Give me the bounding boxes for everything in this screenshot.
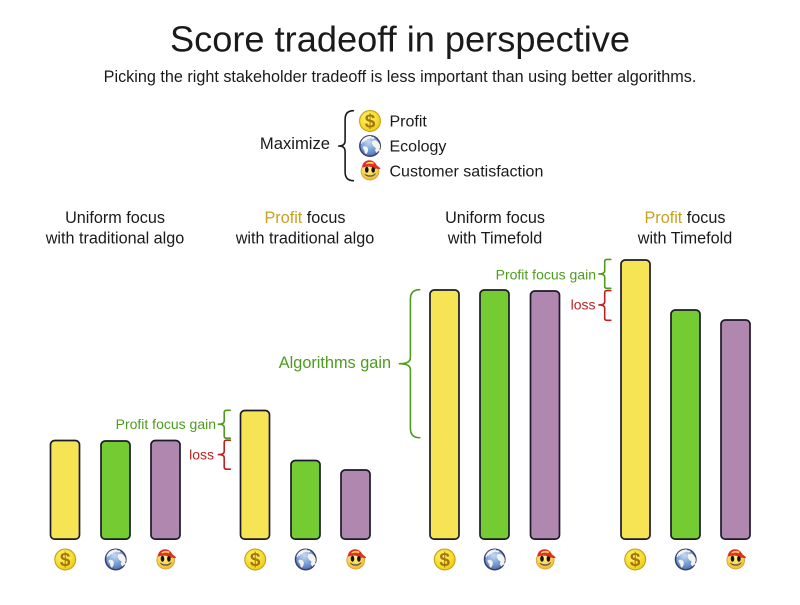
svg-text:Maximize: Maximize xyxy=(260,134,330,153)
svg-text:Score tradeoff in perspective: Score tradeoff in perspective xyxy=(170,19,630,60)
svg-text:Ecology: Ecology xyxy=(390,139,447,156)
svg-text:with traditional algo: with traditional algo xyxy=(45,230,185,248)
svg-text:Profit focus: Profit focus xyxy=(265,209,346,227)
svg-text:Profit: Profit xyxy=(390,114,428,131)
svg-text:Uniform focus: Uniform focus xyxy=(65,209,165,227)
svg-text:loss: loss xyxy=(189,447,214,463)
svg-text:Customer satisfaction: Customer satisfaction xyxy=(390,164,544,181)
svg-text:Profit focus: Profit focus xyxy=(645,209,726,227)
svg-text:Uniform focus: Uniform focus xyxy=(445,209,545,227)
svg-text:loss: loss xyxy=(571,297,596,313)
svg-text:Algorithms gain: Algorithms gain xyxy=(279,354,391,372)
svg-text:with Timefold: with Timefold xyxy=(637,230,732,248)
svg-text:with Timefold: with Timefold xyxy=(447,230,542,248)
svg-text:Picking the right stakeholder: Picking the right stakeholder tradeoff i… xyxy=(104,68,697,86)
svg-text:with traditional algo: with traditional algo xyxy=(235,230,375,248)
svg-text:Profit focus gain: Profit focus gain xyxy=(496,267,596,283)
svg-text:Profit focus gain: Profit focus gain xyxy=(116,416,216,432)
